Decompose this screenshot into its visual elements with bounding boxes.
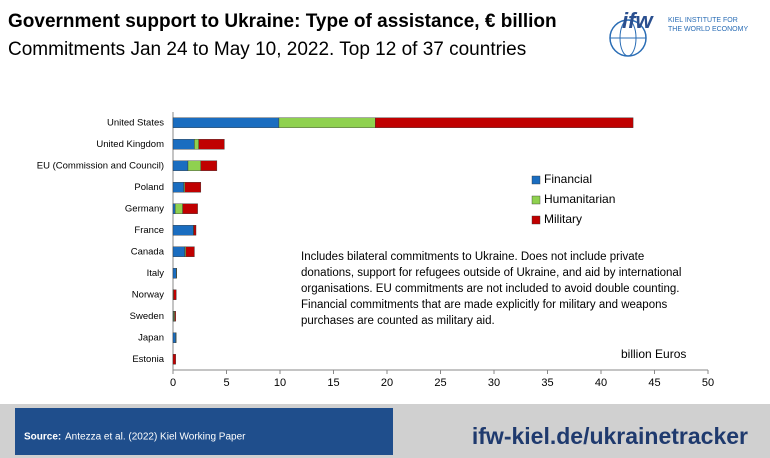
bar-segment: [173, 289, 177, 300]
source: Antezza et al. (2022) Kiel Working Paper: [65, 432, 246, 443]
url: ifw-kiel.de/ukrainetracker: [472, 423, 748, 449]
y-tick-label: Japan: [138, 332, 164, 343]
bar-segment: [175, 332, 177, 343]
bar-segment: [174, 311, 176, 322]
legend-swatch: [531, 175, 541, 185]
y-tick-label: Italy: [147, 268, 165, 279]
note-line: Financial commitments that are made expl…: [301, 299, 667, 311]
x-tick-label: 0: [170, 377, 176, 389]
logo-text: THE WORLD ECONOMY: [668, 26, 748, 33]
note-line: purchases are counted as military aid.: [301, 315, 495, 327]
x-tick-label: 15: [327, 377, 339, 389]
legend-swatch: [531, 195, 541, 205]
y-tick-label: Germany: [125, 203, 164, 214]
bar-segment: [198, 139, 225, 150]
legend-label: Military: [544, 212, 582, 226]
x-tick-label: 50: [702, 377, 714, 389]
x-tick-label: 25: [434, 377, 446, 389]
bar-segment: [184, 182, 202, 193]
bar-segment: [172, 246, 185, 257]
bar-segment: [193, 225, 197, 236]
y-tick-label: Canada: [131, 246, 165, 257]
x-tick-label: 45: [648, 377, 660, 389]
bar-segment: [375, 117, 634, 128]
y-tick-label: United Kingdom: [96, 139, 164, 150]
y-tick-label: EU (Commission and Council): [37, 160, 164, 171]
x-tick-label: 30: [488, 377, 500, 389]
y-tick-label: France: [134, 225, 164, 236]
legend-label: Humanitarian: [544, 192, 615, 206]
logo-mark: ifw: [622, 8, 654, 33]
bar-segment: [278, 117, 376, 128]
note-line: organisations. EU commitments are not in…: [301, 283, 679, 295]
note-line: donations, support for refugees outside …: [301, 267, 681, 279]
legend-label: Financial: [544, 172, 592, 186]
bar-segment: [172, 117, 280, 128]
bar-segment: [172, 203, 176, 214]
bar-segment: [172, 354, 176, 365]
bar-segment: [172, 160, 189, 171]
x-tick-label: 10: [274, 377, 286, 389]
bar-segment: [200, 160, 218, 171]
bar-segment: [185, 246, 195, 257]
bar-segment: [172, 332, 176, 343]
y-tick-label: Sweden: [130, 311, 164, 322]
y-tick-label: United States: [107, 117, 164, 128]
note-line: Includes bilateral commitments to Ukrain…: [301, 251, 644, 263]
footer-box: [15, 408, 393, 455]
bar-segment: [176, 268, 177, 279]
bar-segment: [172, 139, 195, 150]
bar-segment: [172, 225, 194, 236]
y-tick-label: Poland: [134, 182, 164, 193]
x-tick-label: 5: [223, 377, 229, 389]
x-tick-label: 20: [381, 377, 393, 389]
logo-text: KIEL INSTITUTE FOR: [668, 17, 738, 24]
x-tick-label: 40: [595, 377, 607, 389]
chart-title: Government support to Ukraine: Type of a…: [8, 11, 557, 32]
bar-segment: [172, 182, 184, 193]
bar-segment: [172, 268, 177, 279]
y-tick-label: Norway: [132, 289, 164, 300]
chart-subtitle: Commitments Jan 24 to May 10, 2022. Top …: [8, 39, 526, 60]
bar-segment: [174, 203, 183, 214]
legend-swatch: [531, 215, 541, 225]
x-tick-label: 35: [541, 377, 553, 389]
bar-segment: [182, 203, 198, 214]
y-tick-label: Estonia: [132, 354, 164, 365]
source-label: Source:: [24, 432, 61, 443]
bar-segment: [187, 160, 202, 171]
logo: ifw KIEL INSTITUTE FOR THE WORLD ECONOMY: [609, 8, 748, 57]
x-axis-label: billion Euros: [621, 347, 686, 361]
bar-segment: [194, 139, 199, 150]
